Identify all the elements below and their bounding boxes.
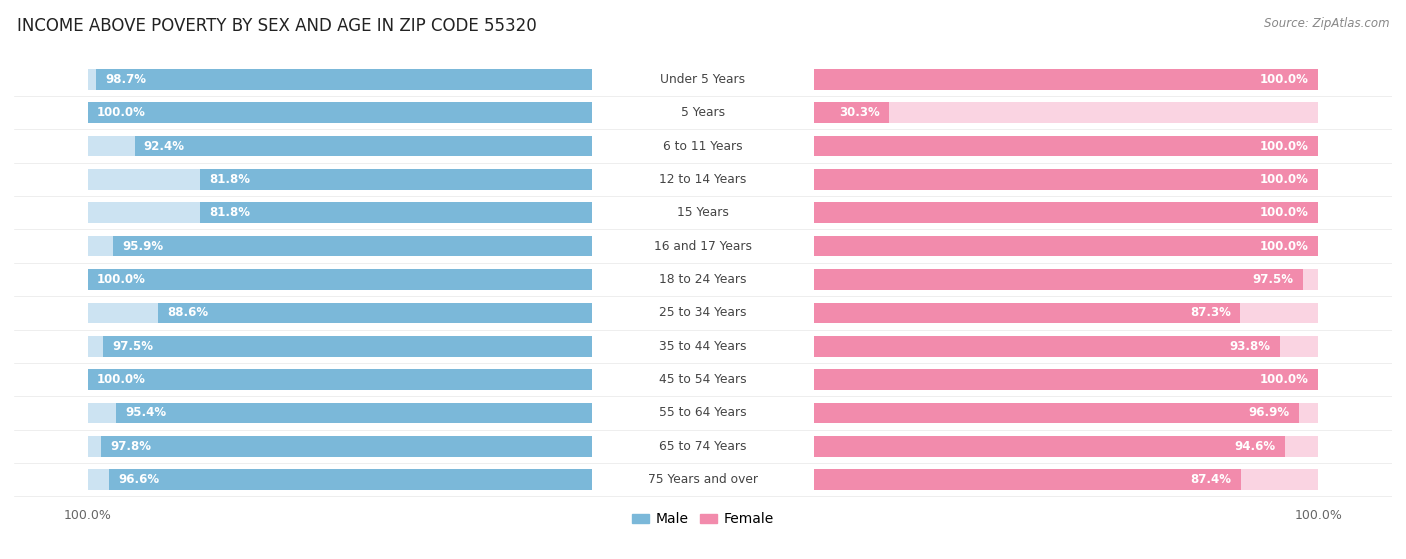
Bar [200,202,592,223]
Text: 98.7%: 98.7% [105,73,146,86]
Text: 12 to 14 Years: 12 to 14 Years [659,173,747,186]
Bar [814,236,1319,257]
Text: 55 to 64 Years: 55 to 64 Years [659,406,747,419]
Bar [814,269,1303,290]
Text: 100.0%: 100.0% [97,373,146,386]
Text: 87.4%: 87.4% [1191,473,1232,486]
Text: 81.8%: 81.8% [209,173,250,186]
Text: 100.0%: 100.0% [97,273,146,286]
Bar [814,202,1319,223]
Text: 30.3%: 30.3% [839,106,880,119]
Text: 97.5%: 97.5% [1253,273,1294,286]
Text: 95.9%: 95.9% [122,240,163,253]
Text: 5 Years: 5 Years [681,106,725,119]
Bar [814,136,1319,157]
Text: Source: ZipAtlas.com: Source: ZipAtlas.com [1264,17,1389,30]
Bar [814,269,1319,290]
Text: 100.0%: 100.0% [1260,240,1309,253]
Text: 16 and 17 Years: 16 and 17 Years [654,240,752,253]
Bar [814,369,1319,390]
Bar [814,436,1285,457]
Text: INCOME ABOVE POVERTY BY SEX AND AGE IN ZIP CODE 55320: INCOME ABOVE POVERTY BY SEX AND AGE IN Z… [17,17,537,35]
Text: 95.4%: 95.4% [125,406,166,419]
Bar [87,136,592,157]
Legend: Male, Female: Male, Female [627,507,779,532]
Text: 65 to 74 Years: 65 to 74 Years [659,440,747,453]
Bar [87,302,592,323]
Bar [814,136,1319,157]
Bar [87,69,592,89]
Bar [814,470,1240,490]
Text: 100.0%: 100.0% [1260,140,1309,153]
Bar [814,470,1319,490]
Bar [87,236,592,257]
Bar [112,236,592,257]
Bar [117,402,592,423]
Bar [96,69,592,89]
Bar [814,436,1319,457]
Bar [814,169,1319,190]
Bar [135,136,592,157]
Bar [87,369,592,390]
Text: 15 Years: 15 Years [678,206,728,219]
Text: 81.8%: 81.8% [209,206,250,219]
Text: 100.0%: 100.0% [1260,173,1309,186]
Text: 97.5%: 97.5% [112,340,153,353]
Text: 96.9%: 96.9% [1249,406,1289,419]
Bar [87,436,592,457]
Bar [814,336,1319,357]
Text: 35 to 44 Years: 35 to 44 Years [659,340,747,353]
Bar [103,336,592,357]
Bar [87,202,592,223]
Text: 88.6%: 88.6% [167,306,208,319]
Bar [87,102,592,123]
Bar [87,336,592,357]
Bar [814,336,1279,357]
Bar [814,369,1319,390]
Text: 45 to 54 Years: 45 to 54 Years [659,373,747,386]
Text: 75 Years and over: 75 Years and over [648,473,758,486]
Text: 100.0%: 100.0% [97,106,146,119]
Bar [87,169,592,190]
Bar [108,470,592,490]
Bar [814,169,1319,190]
Text: 100.0%: 100.0% [1260,73,1309,86]
Bar [101,436,592,457]
Bar [87,102,592,123]
Text: 25 to 34 Years: 25 to 34 Years [659,306,747,319]
Bar [814,402,1299,423]
Bar [814,236,1319,257]
Bar [87,269,592,290]
Bar [814,69,1319,89]
Bar [87,369,592,390]
Text: 96.6%: 96.6% [118,473,159,486]
Text: 18 to 24 Years: 18 to 24 Years [659,273,747,286]
Bar [814,302,1240,323]
Bar [814,102,890,123]
Bar [157,302,592,323]
Bar [87,269,592,290]
Bar [87,470,592,490]
Bar [814,402,1319,423]
Bar [200,169,592,190]
Text: 94.6%: 94.6% [1234,440,1275,453]
Text: 87.3%: 87.3% [1189,306,1230,319]
Text: 100.0%: 100.0% [1260,373,1309,386]
Bar [87,402,592,423]
Text: 93.8%: 93.8% [1230,340,1271,353]
Text: 6 to 11 Years: 6 to 11 Years [664,140,742,153]
Bar [814,102,1319,123]
Text: 100.0%: 100.0% [1260,206,1309,219]
Bar [814,302,1319,323]
Bar [814,202,1319,223]
Bar [814,69,1319,89]
Text: 92.4%: 92.4% [143,140,184,153]
Text: 97.8%: 97.8% [111,440,152,453]
Text: Under 5 Years: Under 5 Years [661,73,745,86]
